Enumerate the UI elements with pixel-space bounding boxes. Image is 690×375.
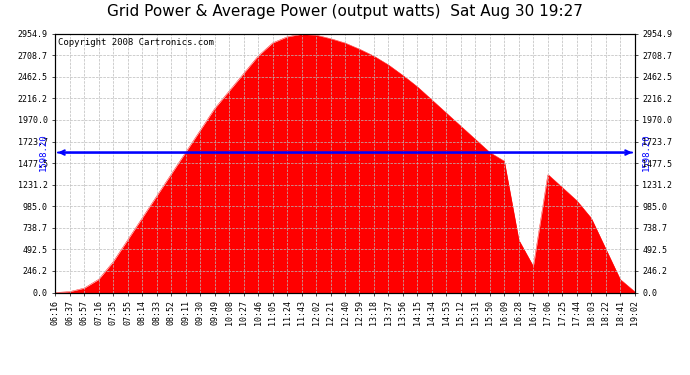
Text: Grid Power & Average Power (output watts)  Sat Aug 30 19:27: Grid Power & Average Power (output watts… <box>107 4 583 19</box>
Text: Copyright 2008 Cartronics.com: Copyright 2008 Cartronics.com <box>58 38 214 46</box>
Text: 1598.20: 1598.20 <box>39 134 48 171</box>
Text: 1598.20: 1598.20 <box>642 134 651 171</box>
